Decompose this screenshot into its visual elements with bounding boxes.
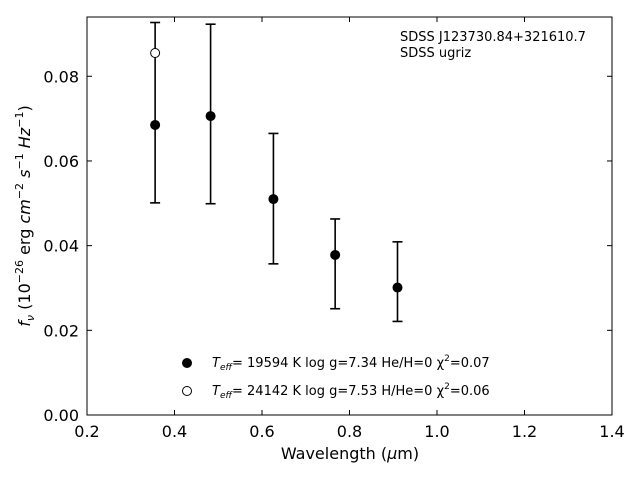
y-tick-label: 0.06 bbox=[43, 152, 79, 171]
x-tick-label: 1.2 bbox=[512, 422, 537, 441]
data-point-filled bbox=[268, 194, 279, 205]
data-point-filled bbox=[150, 119, 161, 130]
x-tick-label: 1.4 bbox=[599, 422, 624, 441]
data-point-filled bbox=[205, 111, 216, 122]
data-point-layer bbox=[150, 47, 403, 293]
filter-set-annotation: SDSS ugriz bbox=[400, 46, 471, 61]
x-tick-label: 0.4 bbox=[162, 422, 187, 441]
x-tick-label: 1.0 bbox=[424, 422, 449, 441]
legend-marker-open bbox=[182, 386, 192, 396]
legend-entry-1: Teff= 19594 K log g=7.34 He/H=0 χ2=0.07 bbox=[212, 354, 490, 373]
x-axis-label: Wavelength (μm) bbox=[281, 444, 419, 463]
legend-entry-2: Teff= 24142 K log g=7.53 H/He=0 χ2=0.06 bbox=[212, 382, 490, 401]
error-bar-layer bbox=[150, 21, 403, 323]
x-tick-label: 0.8 bbox=[337, 422, 362, 441]
svg-text:fν (10−26 erg cm−2 s−1 Hz−1): fν (10−26 erg cm−2 s−1 Hz−1) bbox=[13, 105, 37, 326]
y-axis-label: fν (10−26 erg cm−2 s−1 Hz−1) bbox=[13, 105, 37, 326]
data-point-filled bbox=[392, 282, 403, 293]
plot-frame bbox=[86, 16, 613, 416]
y-tick-label: 0.04 bbox=[43, 237, 79, 256]
data-point-open bbox=[150, 47, 161, 58]
legend: Teff= 19594 K log g=7.34 He/H=0 χ2=0.07 … bbox=[182, 354, 490, 401]
object-name-annotation: SDSS J123730.84+321610.7 bbox=[400, 30, 586, 45]
data-point-filled bbox=[330, 249, 341, 260]
y-tick-label: 0.00 bbox=[43, 406, 79, 425]
tick-layer: 0.2 0.4 0.6 0.8 1.0 1.2 1.4 0.00 0.02 0.04 0.06 0.0… bbox=[43, 17, 625, 441]
x-tick-label: 0.2 bbox=[74, 422, 99, 441]
x-tick-label: 0.6 bbox=[249, 422, 274, 441]
legend-marker-filled bbox=[182, 358, 192, 368]
y-tick-label: 0.08 bbox=[43, 67, 79, 86]
y-tick-label: 0.02 bbox=[43, 321, 79, 340]
